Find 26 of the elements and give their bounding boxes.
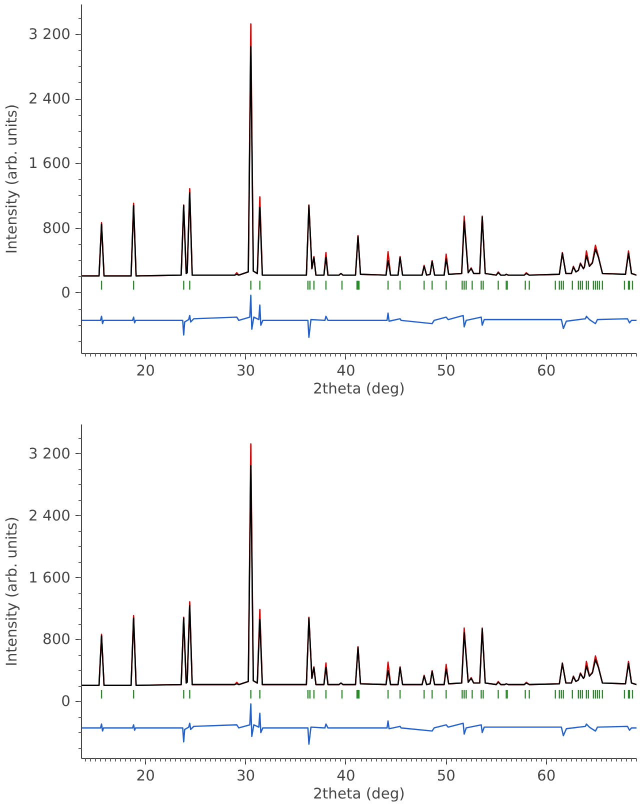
line-series: [82, 703, 636, 745]
y-axis-title: Intensity (arb. units): [4, 104, 21, 254]
x-tick-label: 60: [537, 768, 556, 784]
x-tick-label: 20: [136, 362, 155, 380]
x-tick-label: 50: [436, 768, 456, 784]
y-tick-label: 0: [61, 693, 71, 710]
x-tick-label: 30: [236, 362, 256, 380]
x-axis-title: 2theta (deg): [313, 380, 405, 398]
x-tick-label: 40: [336, 768, 356, 784]
y-tick-label: 1 600: [28, 569, 71, 586]
x-tick-label: 30: [236, 768, 256, 784]
y-tick-label: 2 400: [28, 90, 71, 108]
y-tick-label: 0: [61, 284, 71, 302]
x-tick-label: 40: [336, 362, 356, 380]
y-tick-label: 800: [42, 220, 71, 237]
y-tick-label: 3 200: [28, 445, 71, 462]
y-axis-title: Intensity (arb. units): [4, 516, 21, 666]
y-tick-label: 800: [42, 631, 71, 648]
line-series: [82, 294, 636, 338]
x-tick-label: 50: [436, 362, 456, 380]
x-tick-label: 60: [537, 362, 556, 380]
y-tick-label: 3 200: [28, 26, 71, 43]
x-axis-title: 2theta (deg): [313, 786, 405, 802]
x-tick-label: 20: [136, 768, 155, 784]
y-tick-label: 1 600: [28, 155, 71, 172]
y-tick-label: 2 400: [28, 507, 71, 524]
